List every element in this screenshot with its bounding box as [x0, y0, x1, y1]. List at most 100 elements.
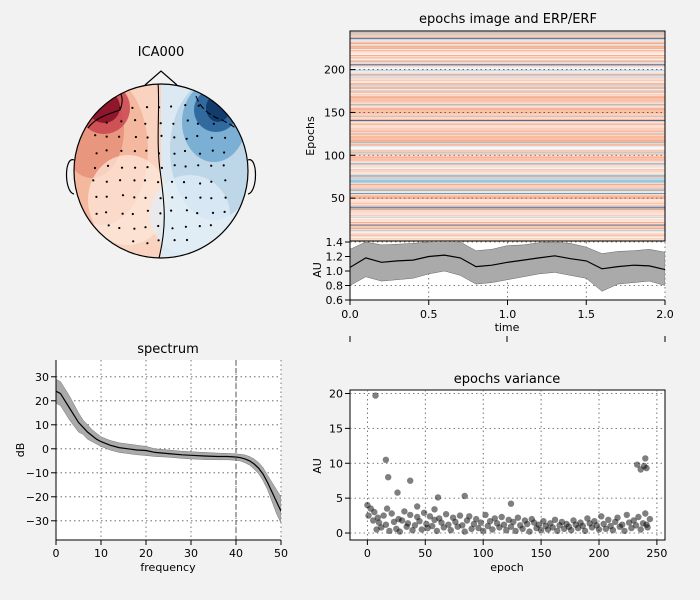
- spectrum-ytick-label: 20: [35, 395, 49, 408]
- epoch-row: [350, 88, 665, 90]
- variance-point: [380, 512, 387, 519]
- variance-axes: [349, 389, 666, 541]
- variance-point: [426, 513, 434, 520]
- variance-point: [452, 518, 459, 526]
- sensor-dot: [160, 166, 163, 169]
- variance-point: [468, 525, 475, 532]
- variance-point: [466, 513, 473, 520]
- epoch-row: [350, 121, 665, 124]
- epoch-row: [350, 69, 665, 71]
- epoch-row: [350, 90, 665, 92]
- variance-point: [372, 392, 379, 399]
- epoch-row: [350, 179, 665, 181]
- sensor-dot: [132, 240, 135, 243]
- epochs-image-frame: [349, 30, 666, 242]
- sensor-dot: [146, 242, 149, 245]
- epoch-row: [350, 193, 665, 196]
- epoch-row: [350, 45, 665, 47]
- variance-point: [383, 505, 391, 512]
- variance-panel: epochs variance 0 50 100 150 200 25005101520 …: [311, 372, 667, 574]
- epoch-row: [350, 237, 665, 239]
- sensor-dot: [223, 151, 226, 154]
- epoch-row: [350, 55, 665, 58]
- epoch-row: [350, 186, 665, 188]
- epoch-row: [350, 133, 665, 136]
- epoch-row: [350, 140, 665, 142]
- variance-point: [535, 521, 542, 528]
- erp-panel: 0.0 0.5 1.0 1.5 2.00.60.81.01.21.4 time AU: [311, 236, 674, 342]
- variance-point: [584, 515, 591, 522]
- sensor-dot: [133, 227, 136, 230]
- epoch-row: [350, 217, 665, 219]
- erp-ytick-label: 0.8: [326, 280, 344, 293]
- variance-point: [489, 526, 496, 533]
- epoch-row: [350, 33, 665, 35]
- epoch-row: [350, 139, 665, 142]
- epoch-row: [350, 170, 665, 172]
- epoch-row: [350, 34, 665, 36]
- epoch-row: [350, 192, 665, 194]
- epoch-row: [350, 73, 665, 76]
- epoch-row: [350, 172, 665, 174]
- epoch-row: [350, 132, 665, 134]
- epoch-row: [350, 150, 665, 152]
- epoch-row: [350, 93, 665, 95]
- epoch-row: [350, 32, 665, 34]
- variance-point: [388, 510, 395, 517]
- variance-point: [473, 515, 480, 523]
- epoch-row: [350, 193, 665, 195]
- epoch-row: [350, 173, 665, 175]
- epoch-row: [350, 57, 665, 59]
- sensor-dot: [182, 181, 186, 184]
- epoch-row: [350, 35, 665, 37]
- sensor-dot: [121, 194, 125, 197]
- epochs-image-ylabel: Epochs: [304, 116, 317, 156]
- sensor-dot: [209, 224, 212, 227]
- epoch-row: [350, 103, 665, 105]
- epoch-row: [350, 235, 665, 237]
- epoch-row: [350, 174, 665, 176]
- epoch-row: [350, 223, 665, 225]
- variance-point: [554, 527, 561, 535]
- sensor-dot: [120, 120, 123, 123]
- epoch-row: [350, 225, 665, 227]
- epoch-row: [350, 125, 665, 127]
- variance-point: [445, 521, 452, 528]
- epoch-row: [350, 203, 665, 205]
- variance-point: [519, 525, 526, 532]
- spectrum-band: [56, 378, 281, 524]
- sensor-dot: [172, 122, 175, 125]
- erp-ytick-label: 1.2: [326, 251, 344, 264]
- epoch-row: [350, 143, 665, 145]
- epoch-row: [350, 100, 665, 102]
- sensor-dot: [105, 121, 108, 124]
- sensor-dot: [184, 225, 187, 228]
- epoch-row: [350, 212, 665, 214]
- epoch-row: [350, 104, 665, 106]
- epoch-row: [350, 230, 665, 232]
- sensor-dot: [185, 137, 188, 140]
- variance-point: [404, 520, 412, 527]
- erp-xlabel: time: [495, 321, 520, 334]
- epoch-row: [350, 235, 665, 238]
- epoch-row: [350, 109, 665, 111]
- epoch-row: [350, 211, 665, 213]
- epoch-row: [350, 210, 665, 212]
- sensor-dot: [145, 149, 148, 152]
- variance-point: [526, 528, 533, 535]
- epoch-row: [350, 127, 665, 129]
- epoch-row: [350, 224, 665, 226]
- erp-xtick-label: 2.0: [656, 308, 674, 321]
- variance-point: [634, 461, 641, 468]
- variance-xtick-label: 200: [588, 547, 609, 560]
- epoch-row: [350, 47, 665, 49]
- epoch-row: [350, 85, 665, 88]
- epoch-row: [350, 98, 665, 100]
- epoch-row: [350, 43, 665, 46]
- epoch-row: [350, 61, 665, 63]
- sensor-dot: [92, 179, 95, 182]
- variance-point: [429, 522, 436, 530]
- epoch-row: [350, 105, 665, 107]
- epoch-row: [350, 82, 665, 84]
- epoch-row: [350, 109, 665, 112]
